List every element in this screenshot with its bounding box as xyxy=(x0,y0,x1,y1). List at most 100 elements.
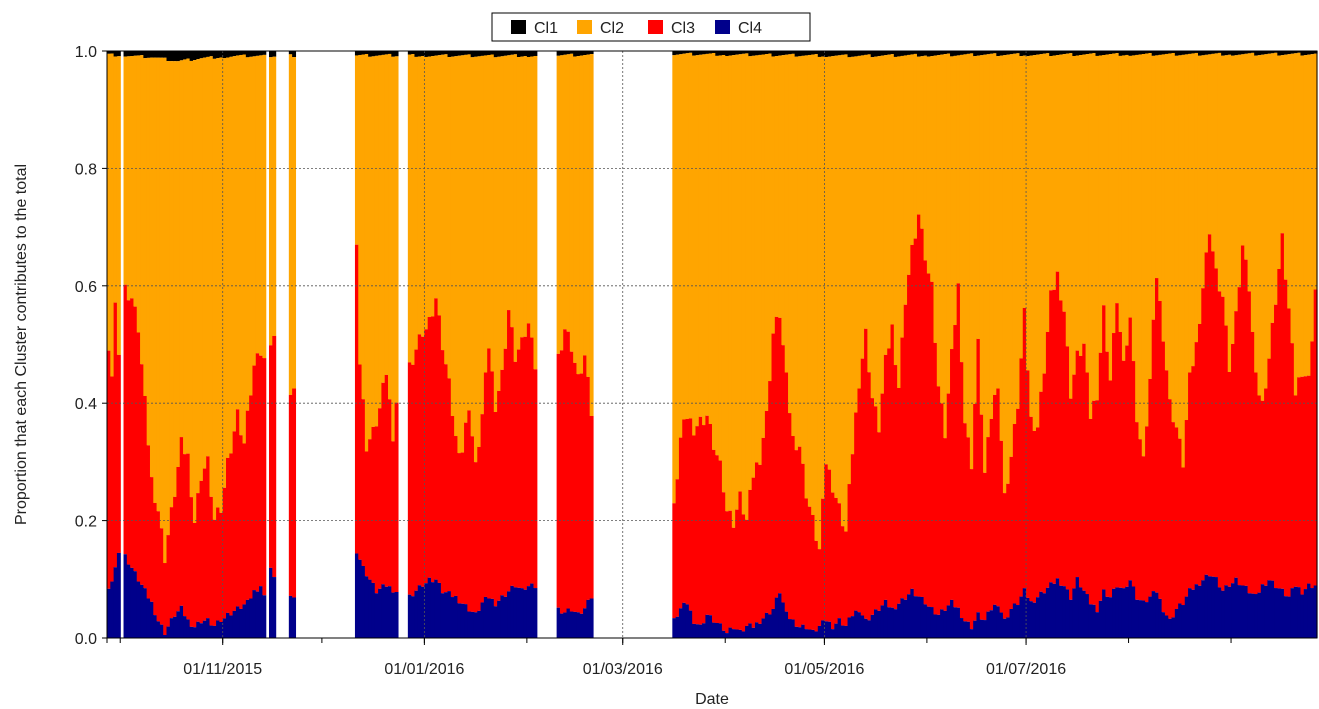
bar-segment-cl2 xyxy=(440,54,445,351)
bar-segment-cl1 xyxy=(923,51,928,56)
bar-2015-11-09 xyxy=(249,51,254,638)
bar-segment-cl2 xyxy=(781,55,786,346)
bar-segment-cl1 xyxy=(1191,51,1196,54)
bar-segment-cl4 xyxy=(156,621,161,638)
bar-segment-cl3 xyxy=(1264,388,1269,586)
bar-segment-cl4 xyxy=(854,610,859,638)
bar-segment-cl3 xyxy=(589,416,594,599)
bar-2016-04-17 xyxy=(778,51,783,638)
bar-2016-01-28 xyxy=(513,51,518,638)
bar-segment-cl1 xyxy=(801,51,806,56)
bar-segment-cl1 xyxy=(229,51,234,57)
bar-segment-cl2 xyxy=(1164,53,1169,371)
bar-segment-cl2 xyxy=(212,58,217,520)
bar-segment-cl2 xyxy=(1191,53,1196,367)
bar-segment-cl3 xyxy=(140,364,144,585)
bar-segment-cl3 xyxy=(1201,288,1206,581)
bar-segment-cl2 xyxy=(430,56,435,317)
bar-segment-cl2 xyxy=(493,57,498,413)
bar-segment-cl3 xyxy=(725,511,730,634)
bar-segment-cl3 xyxy=(943,438,948,611)
bar-segment-cl4 xyxy=(840,625,845,638)
bar-segment-cl4 xyxy=(1207,576,1212,638)
bar-segment-cl2 xyxy=(685,53,690,419)
bar-segment-cl2 xyxy=(173,61,178,497)
bar-segment-cl4 xyxy=(1287,596,1292,638)
bar-segment-cl1 xyxy=(1201,51,1206,56)
bar-2015-09-27 xyxy=(107,51,111,638)
bar-segment-cl3 xyxy=(483,372,488,597)
bar-segment-cl2 xyxy=(371,56,376,427)
bar-2016-06-28 xyxy=(1016,51,1021,638)
bar-segment-cl1 xyxy=(788,51,792,55)
bar-segment-cl1 xyxy=(1307,51,1311,55)
bar-segment-cl1 xyxy=(1105,51,1110,55)
bar-segment-cl1 xyxy=(1178,51,1183,56)
bar-segment-cl4 xyxy=(916,596,921,638)
bar-segment-cl4 xyxy=(685,604,690,638)
bar-segment-cl3 xyxy=(507,310,511,592)
bar-segment-cl1 xyxy=(675,51,680,55)
bar-segment-cl1 xyxy=(1280,51,1285,56)
bar-segment-cl2 xyxy=(407,54,412,363)
bar-2016-07-28 xyxy=(1115,51,1120,638)
bar-2015-10-30 xyxy=(216,51,221,638)
bar-segment-cl1 xyxy=(983,51,987,55)
bar-2016-03-18 xyxy=(678,51,683,638)
bar-segment-cl4 xyxy=(1075,577,1080,638)
bar-segment-cl4 xyxy=(721,630,726,638)
bar-segment-cl3 xyxy=(189,497,194,627)
bar-segment-cl2 xyxy=(500,56,505,370)
bar-segment-cl3 xyxy=(1006,483,1011,618)
bar-segment-cl3 xyxy=(847,484,852,618)
bar-2016-09-03 xyxy=(1237,51,1242,638)
bar-segment-cl4 xyxy=(176,611,181,638)
bar-segment-cl4 xyxy=(394,592,399,638)
bar-segment-cl3 xyxy=(771,333,776,609)
bar-2015-11-22 xyxy=(292,51,297,638)
bar-segment-cl4 xyxy=(695,624,700,638)
bar-segment-cl3 xyxy=(735,509,740,630)
bar-segment-cl4 xyxy=(1059,585,1064,638)
bar-segment-cl4 xyxy=(421,586,425,638)
bar-segment-cl4 xyxy=(1290,588,1295,638)
bar-segment-cl3 xyxy=(1300,376,1305,595)
bar-segment-cl3 xyxy=(1069,398,1073,600)
bar-segment-cl1 xyxy=(292,51,297,58)
bar-segment-cl3 xyxy=(834,497,839,624)
bar-2016-01-02 xyxy=(427,51,432,638)
bar-segment-cl4 xyxy=(926,606,931,638)
bar-segment-cl4 xyxy=(1257,592,1262,638)
bar-segment-cl2 xyxy=(1002,55,1007,494)
bar-segment-cl2 xyxy=(1231,55,1235,344)
bar-segment-cl4 xyxy=(1168,618,1173,638)
bar-segment-cl1 xyxy=(916,51,921,57)
bar-2015-09-28 xyxy=(110,51,115,638)
bar-2016-03-26 xyxy=(705,51,710,638)
bar-segment-cl4 xyxy=(1141,600,1146,638)
bar-segment-cl4 xyxy=(910,588,915,638)
bar-segment-cl3 xyxy=(460,452,465,604)
bar-2015-11-02 xyxy=(226,51,230,638)
bar-segment-cl2 xyxy=(183,59,187,455)
bar-segment-cl1 xyxy=(500,51,505,57)
bar-2016-05-16 xyxy=(873,51,878,638)
bar-segment-cl1 xyxy=(883,51,888,56)
bar-segment-cl2 xyxy=(824,57,829,465)
bar-segment-cl3 xyxy=(259,355,263,587)
bar-segment-cl1 xyxy=(473,51,478,57)
bar-segment-cl1 xyxy=(183,51,187,60)
bar-segment-cl3 xyxy=(913,238,918,597)
bar-2016-05-28 xyxy=(913,51,918,638)
bar-2016-05-13 xyxy=(864,51,868,638)
bar-2016-07-03 xyxy=(1032,51,1037,638)
bar-segment-cl3 xyxy=(1026,370,1030,598)
bar-segment-cl1 xyxy=(361,51,366,55)
bar-segment-cl2 xyxy=(1214,53,1219,269)
bar-segment-cl3 xyxy=(1065,346,1070,590)
bar-segment-cl2 xyxy=(1267,53,1272,359)
bar-2016-09-02 xyxy=(1234,51,1239,638)
bar-segment-cl4 xyxy=(533,588,538,638)
bar-segment-cl1 xyxy=(986,51,991,55)
bar-segment-cl2 xyxy=(424,56,429,330)
